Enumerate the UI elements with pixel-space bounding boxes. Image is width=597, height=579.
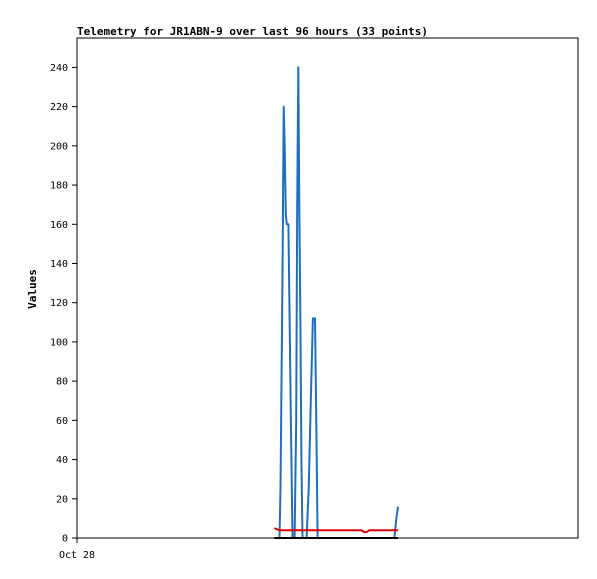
y-tick-label: 0: [62, 534, 68, 545]
y-tick-label: 200: [50, 141, 68, 152]
y-tick-label: 60: [56, 416, 68, 427]
y-axis-label: Values: [26, 269, 39, 309]
series-line-1: [278, 66, 399, 539]
y-tick-label: 140: [50, 259, 68, 270]
y-tick-label: 100: [50, 337, 68, 348]
y-tick-label: 220: [50, 102, 68, 113]
y-tick-label: 80: [56, 377, 68, 388]
plot-area-frame: [76, 37, 579, 539]
x-tick-label: Oct 28: [59, 550, 95, 561]
series-line-2: [273, 527, 398, 534]
y-axis-ticks: 0 20 40 60 80 100 120 140 160 180 200 220 240: [50, 63, 77, 545]
y-tick-label: 20: [56, 494, 68, 505]
y-tick-label: 240: [50, 63, 68, 74]
y-tick-label: 120: [50, 298, 68, 309]
y-tick-label: 40: [56, 455, 68, 466]
series-group: [273, 66, 399, 539]
y-tick-label: 180: [50, 181, 68, 192]
x-axis-ticks: Oct 28: [59, 538, 95, 561]
chart-title: Telemetry for JR1ABN-9 over last 96 hour…: [77, 25, 428, 38]
y-tick-label: 160: [50, 220, 68, 231]
